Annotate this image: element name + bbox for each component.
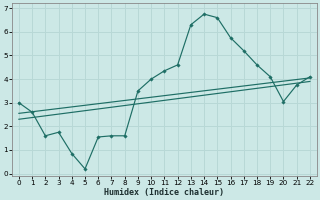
X-axis label: Humidex (Indice chaleur): Humidex (Indice chaleur) xyxy=(104,188,224,197)
